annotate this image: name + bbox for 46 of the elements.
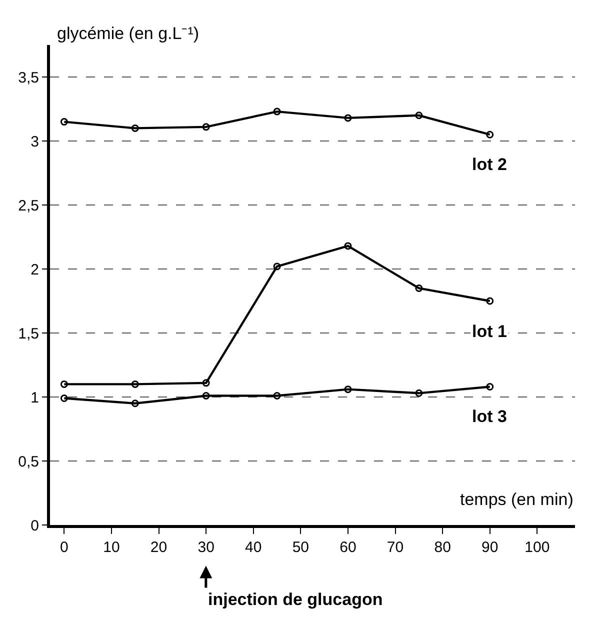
point [344, 242, 352, 250]
x-tick-label: 20 [150, 539, 168, 556]
point [415, 112, 423, 120]
point [273, 392, 281, 400]
x-tick-label: 10 [103, 539, 120, 556]
point [131, 124, 139, 132]
y-tick-label: 2 [30, 261, 39, 278]
x-tick-label: 60 [340, 539, 356, 556]
point [486, 130, 494, 138]
point [202, 392, 210, 400]
x-tick-label: 70 [386, 539, 404, 556]
x-tick-label: 30 [198, 539, 214, 556]
y-tick-label: 1 [30, 389, 39, 406]
x-tick-label: 80 [434, 539, 451, 556]
x-tick-label: 50 [292, 539, 310, 556]
point [344, 114, 352, 122]
y-axis-title: glycémie (en g.L⁻¹) [57, 24, 200, 43]
text: injection de glucagon [208, 590, 383, 609]
y-tick-label: 0 [30, 517, 39, 534]
point [60, 118, 68, 126]
point [415, 284, 423, 292]
series-label: lot 3 [472, 407, 507, 426]
point [273, 108, 281, 116]
x-axis-title: temps (en min) [460, 490, 574, 509]
point [415, 389, 423, 397]
point [344, 386, 352, 394]
x-tick-label: 0 [60, 539, 68, 556]
point [60, 380, 68, 388]
y-tick-label: 3,5 [18, 69, 39, 86]
y-tick-label: 3 [30, 133, 39, 150]
y-tick-label: 1,5 [18, 325, 39, 342]
point [486, 297, 494, 305]
point [60, 394, 68, 402]
y-tick-label: 2,5 [18, 197, 39, 214]
point [131, 380, 139, 388]
point [273, 262, 281, 270]
y-tick-label: 0,5 [18, 453, 39, 470]
x-tick-label: 100 [524, 539, 550, 556]
x-tick-label: 40 [245, 539, 262, 556]
point [486, 383, 494, 391]
x-tick-label: 90 [482, 539, 498, 556]
series-label: lot 2 [472, 155, 507, 174]
point [202, 123, 210, 131]
point [131, 400, 139, 408]
series-label: lot 1 [472, 322, 507, 341]
point [202, 379, 210, 387]
